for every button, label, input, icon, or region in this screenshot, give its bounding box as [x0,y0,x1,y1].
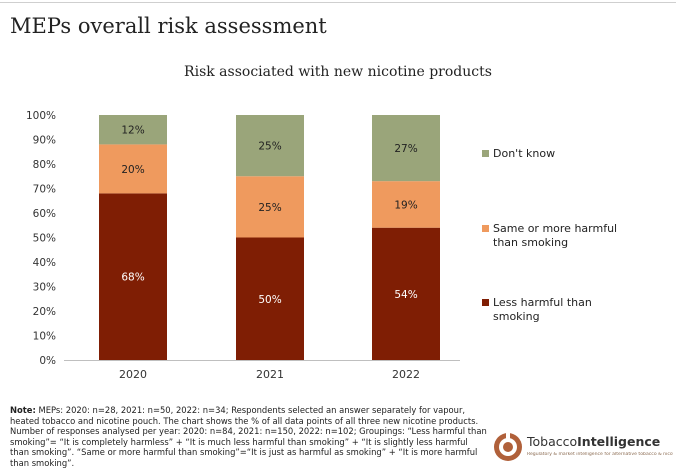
x-tick-label: 2021 [256,368,284,381]
y-tick-label: 30% [33,282,56,294]
bar-data-label: 25% [258,141,281,153]
bar-data-label: 25% [258,202,281,214]
y-tick-label: 90% [33,135,56,147]
bar-data-label: 12% [121,125,144,137]
bar-data-label: 27% [394,143,417,155]
logo-mark-icon [494,433,522,461]
bar-data-label: 20% [121,164,144,176]
bar-data-label: 68% [121,272,144,284]
note-label: Note: [10,405,36,415]
bar-data-label: 50% [258,294,281,306]
logo-name-regular: Tobacco [527,434,578,449]
bars-layer: 68% 20% 12% 50% 25% 25% 54% 19% 27% [99,115,440,360]
y-tick-label: 70% [33,184,56,196]
tobacco-intelligence-logo: TobaccoIntelligence Regulatory & market … [493,430,673,464]
bar-segment [372,115,440,182]
x-tick-label: 2022 [392,368,420,381]
stacked-bar-chart: 0% 10% 20% 30% 40% 50% 60% 70% 80% 90% 100% 2020 202… [26,110,617,381]
logo-tagline: Regulatory & market intelligence for alt… [527,452,673,457]
legend-layer: Don't know Same or more harmful than smoki… [482,147,617,323]
y-tick-label: 20% [33,306,56,318]
bar-segment [236,176,304,238]
y-tick-label: 60% [33,208,56,220]
legend-entry: Same or more harmful than smoking [493,222,617,249]
y-tick-label: 80% [33,159,56,171]
top-rule [0,2,676,3]
y-tick-label: 40% [33,257,56,269]
y-tick-label: 10% [33,331,56,343]
bar-segment [372,181,440,228]
bar-segment [236,115,304,177]
legend-swatch [482,225,489,232]
bar-data-label: 19% [394,199,417,211]
legend-swatch [482,150,489,157]
y-tick-label: 50% [33,233,56,245]
legend-swatch [482,299,489,306]
y-tick-label: 0% [39,355,56,367]
bar-segment [99,115,167,145]
chart-note: Note: MEPs: 2020: n=28, 2021: n=50, 2022… [10,405,488,469]
chart-title: Risk associated with new nicotine produc… [184,64,492,80]
legend-entry: Don't know [493,147,555,160]
bar-segment [372,227,440,360]
note-text: MEPs: 2020: n=28, 2021: n=50, 2022: n=34… [10,405,487,468]
x-tick-label: 2020 [119,368,147,381]
bar-data-label: 54% [394,289,417,301]
bar-segment [99,193,167,360]
y-tick-label: 100% [26,110,56,122]
logo-name-bold: Intelligence [577,434,661,449]
bar-segment [236,237,304,360]
page-title: MEPs overall risk assessment [10,14,327,38]
logo-name: TobaccoIntelligence [527,434,660,449]
legend-entry: Less harmful than smoking [493,296,592,323]
axis-layer: 0% 10% 20% 30% 40% 50% 60% 70% 80% 90% 100% 2020 202… [26,110,460,381]
bar-segment [99,144,167,194]
